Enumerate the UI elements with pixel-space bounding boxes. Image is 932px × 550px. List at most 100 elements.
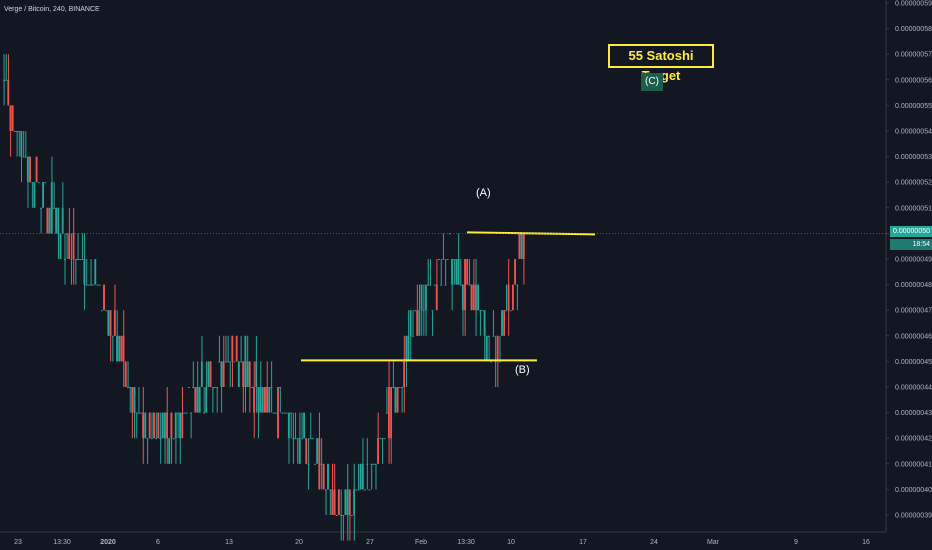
wave-c-label[interactable]: (C) xyxy=(641,73,663,91)
candle-body xyxy=(3,79,5,81)
candle-body xyxy=(492,335,495,337)
candle-body xyxy=(344,489,347,515)
candle-body xyxy=(168,438,171,464)
candle-body xyxy=(148,412,151,439)
candle-body xyxy=(396,387,399,413)
candle-body xyxy=(57,207,60,234)
candle-body xyxy=(44,182,47,184)
time-tick-label: 17 xyxy=(579,539,587,546)
candle-body xyxy=(192,387,195,388)
candle-body xyxy=(429,284,432,286)
candle-body xyxy=(461,284,464,311)
candle-body xyxy=(222,361,225,387)
candle-body xyxy=(111,335,114,337)
candle-body xyxy=(451,259,453,285)
candle-body xyxy=(198,387,201,413)
candle-body xyxy=(92,284,95,286)
candle-body xyxy=(140,412,142,414)
candle-body xyxy=(522,233,525,259)
candle-body xyxy=(403,361,406,387)
candle-body xyxy=(170,412,173,439)
time-tick-label: 13 xyxy=(225,539,233,546)
price-tick-label: 0.00000057 xyxy=(895,52,932,59)
candle-body xyxy=(18,131,21,132)
candle-body xyxy=(453,259,456,260)
time-tick-label: Feb xyxy=(415,539,427,546)
candle-body xyxy=(324,489,327,491)
candle-body xyxy=(135,412,138,414)
candle-body xyxy=(305,438,308,464)
candle-body xyxy=(257,387,260,413)
candle-body xyxy=(13,131,16,132)
candle-body xyxy=(405,335,408,362)
candle-body xyxy=(185,412,188,414)
candle-body xyxy=(26,156,29,183)
candle-body xyxy=(264,387,266,413)
candle-body xyxy=(414,310,416,312)
wave-b-label[interactable]: (B) xyxy=(515,364,530,376)
candle-body xyxy=(109,310,112,336)
candle-body xyxy=(63,259,66,260)
candle-body xyxy=(46,207,49,234)
candle-body xyxy=(98,284,101,286)
candle-body xyxy=(331,489,334,515)
candle-body xyxy=(370,463,373,465)
candle-body xyxy=(335,515,338,516)
candle-body xyxy=(307,463,310,465)
time-tick-label: 23 xyxy=(14,539,22,546)
candle-body xyxy=(501,310,503,336)
price-tick-label: 0.00000052 xyxy=(895,180,932,187)
price-tick-label: 0.00000054 xyxy=(895,129,932,136)
candle-body xyxy=(316,438,319,464)
candle-body xyxy=(298,438,301,464)
candle-body xyxy=(229,361,232,363)
candle-body xyxy=(105,310,108,312)
candle-body xyxy=(516,284,519,286)
candle-body xyxy=(494,361,497,363)
candle-body xyxy=(79,259,81,260)
candle-body xyxy=(477,284,480,311)
candle-body xyxy=(90,284,92,286)
candle-body xyxy=(390,387,393,439)
candle-body xyxy=(496,335,499,362)
candle-body xyxy=(479,310,482,312)
candle-body xyxy=(76,259,79,260)
candle-body xyxy=(520,233,523,259)
candle-body xyxy=(329,489,332,491)
candle-body xyxy=(50,182,53,234)
price-tick-label: 0.00000047 xyxy=(895,308,932,315)
candle-body xyxy=(218,361,221,363)
time-tick-label: 16 xyxy=(862,539,870,546)
time-tick-label: 13:30 xyxy=(53,539,71,546)
candle-body xyxy=(39,207,42,209)
candle-body xyxy=(37,182,40,184)
candle-body xyxy=(55,207,58,234)
candle-body xyxy=(424,284,427,311)
candle-body xyxy=(9,105,12,131)
price-tick-label: 0.00000048 xyxy=(895,282,932,289)
candle-body xyxy=(120,335,123,362)
time-tick-label: 9 xyxy=(794,539,798,546)
candle-body xyxy=(409,310,412,336)
candle-body xyxy=(166,412,168,439)
candle-body xyxy=(16,131,18,132)
candle-body xyxy=(277,387,279,439)
candle-body xyxy=(227,361,229,363)
candle-body xyxy=(68,233,71,259)
candle-body xyxy=(42,182,45,208)
time-tick-label: 13:30 xyxy=(457,539,475,546)
wave-a-label[interactable]: (A) xyxy=(476,187,491,199)
price-tick-label: 0.00000049 xyxy=(895,257,932,264)
candle-body xyxy=(255,361,258,387)
candle-body xyxy=(220,361,223,387)
target-annotation[interactable]: 55 Satoshi Target xyxy=(608,44,714,83)
candle-body xyxy=(327,463,329,490)
candle-body xyxy=(157,412,160,439)
candle-body xyxy=(383,438,386,440)
candle-body xyxy=(270,387,273,388)
candle-body xyxy=(61,207,64,234)
candle-body xyxy=(253,387,255,413)
candle-body xyxy=(216,387,219,388)
